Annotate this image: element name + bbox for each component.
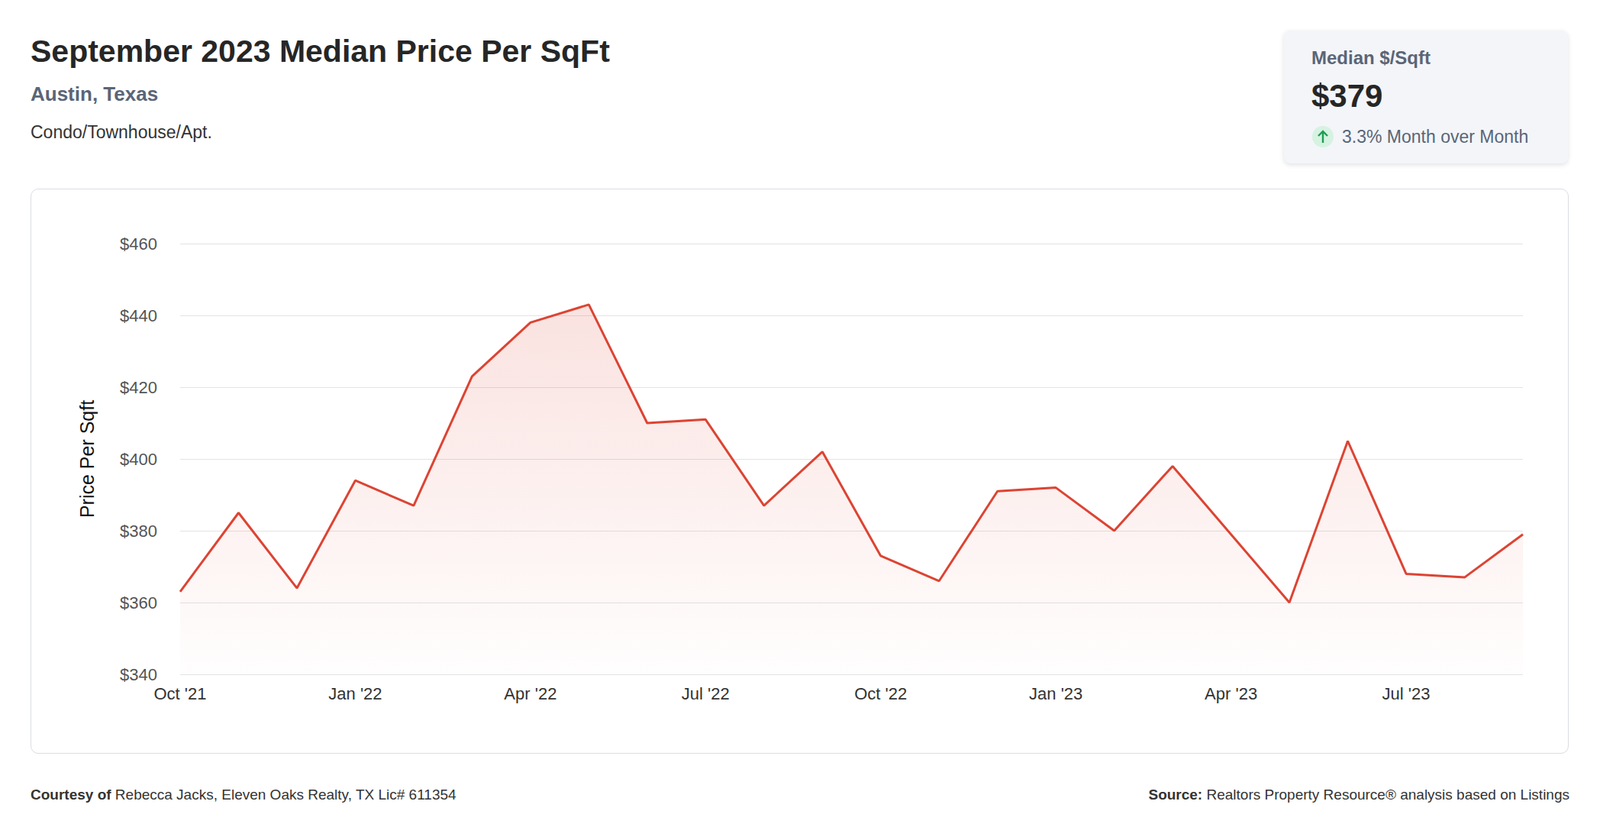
svg-text:$460: $460 bbox=[119, 234, 158, 254]
html-text:Courtesy of Rebecca Jacks, Ele: Courtesy of Rebecca Jacks, Eleven Oaks R… bbox=[30, 786, 457, 803]
svg-text:Price Per Sqft: Price Per Sqft bbox=[76, 400, 98, 518]
svg-text:Apr '22: Apr '22 bbox=[503, 683, 557, 704]
html-text:Source: Realtors Property Reso: Source: Realtors Property Resource® anal… bbox=[1148, 786, 1570, 803]
svg-text:Jan '22: Jan '22 bbox=[328, 683, 382, 704]
html-text:Condo/Townhouse/Apt.: Condo/Townhouse/Apt. bbox=[30, 122, 213, 142]
svg-text:Jul '23: Jul '23 bbox=[1382, 683, 1431, 704]
svg-text:Jul '22: Jul '22 bbox=[681, 683, 730, 704]
html-text:September 2023 Median Price Pe: September 2023 Median Price Per SqFt bbox=[30, 33, 610, 69]
svg-text:Apr '23: Apr '23 bbox=[1204, 683, 1258, 704]
svg-text:Oct '22: Oct '22 bbox=[854, 683, 907, 704]
svg-text:$420: $420 bbox=[119, 377, 158, 397]
svg-text:Jan '23: Jan '23 bbox=[1029, 683, 1083, 704]
html-text:3.3% Month over Month: 3.3% Month over Month bbox=[1341, 126, 1529, 147]
svg-text:$440: $440 bbox=[119, 306, 158, 326]
svg-text:$380: $380 bbox=[119, 521, 158, 541]
html-text:Austin, Texas: Austin, Texas bbox=[30, 82, 159, 106]
html-text:$379: $379 bbox=[1311, 77, 1383, 114]
svg-text:$340: $340 bbox=[119, 664, 158, 684]
html-text:Median $/Sqft: Median $/Sqft bbox=[1311, 47, 1431, 68]
svg-text:$400: $400 bbox=[119, 449, 158, 469]
svg-text:$360: $360 bbox=[119, 593, 158, 613]
svg-text:Oct '21: Oct '21 bbox=[153, 683, 207, 704]
